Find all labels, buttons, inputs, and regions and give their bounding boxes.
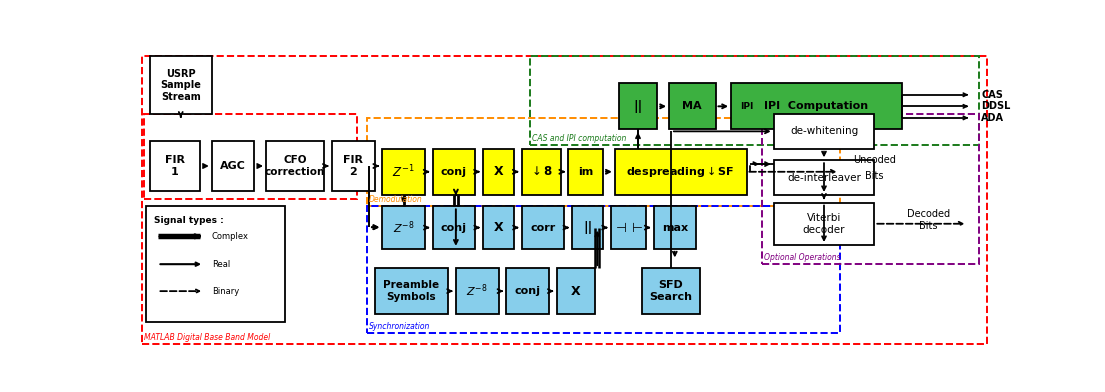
Text: $Z^{-8}$: $Z^{-8}$ — [466, 283, 488, 299]
Bar — [642, 268, 699, 314]
Text: conj: conj — [441, 167, 467, 177]
Bar — [557, 268, 596, 314]
Bar — [367, 207, 840, 334]
Text: Uncoded: Uncoded — [853, 155, 896, 165]
Bar — [619, 83, 657, 129]
Text: $Z^{-8}$: $Z^{-8}$ — [392, 219, 414, 236]
Text: despreading$\downarrow$SF: despreading$\downarrow$SF — [627, 164, 735, 179]
Text: Bits: Bits — [919, 221, 938, 230]
Text: Real: Real — [212, 260, 230, 269]
Bar — [456, 268, 498, 314]
Bar — [653, 207, 696, 249]
Text: FIR
1: FIR 1 — [165, 155, 185, 177]
Bar — [150, 141, 200, 191]
Bar — [483, 149, 514, 195]
Bar — [483, 207, 514, 249]
Text: ||: || — [633, 100, 643, 113]
Text: Preamble
Symbols: Preamble Symbols — [383, 280, 440, 302]
Bar — [382, 149, 425, 195]
Text: Signal types :: Signal types : — [154, 216, 223, 225]
Text: Bits: Bits — [865, 171, 884, 181]
Bar — [145, 114, 357, 199]
Text: IPI  Computation: IPI Computation — [765, 101, 869, 111]
Bar — [529, 56, 979, 145]
Bar — [433, 149, 475, 195]
Text: Viterbi
decoder: Viterbi decoder — [802, 213, 845, 234]
Text: ADA: ADA — [981, 113, 1004, 123]
Text: Binary: Binary — [212, 287, 239, 296]
Text: $\dashv\vdash$: $\dashv\vdash$ — [613, 221, 643, 234]
Text: Complex: Complex — [212, 232, 249, 241]
Text: IPI: IPI — [740, 102, 754, 111]
Bar — [774, 160, 874, 195]
Bar — [212, 141, 254, 191]
Bar — [150, 56, 212, 114]
Text: max: max — [662, 223, 688, 232]
Text: MATLAB Digital Base Band Model: MATLAB Digital Base Band Model — [145, 333, 271, 342]
Text: X: X — [571, 285, 581, 298]
Bar — [506, 268, 549, 314]
Text: SFD
Search: SFD Search — [650, 280, 693, 302]
Text: AGC: AGC — [220, 161, 246, 171]
Text: X: X — [494, 221, 503, 234]
Text: Optional Operations: Optional Operations — [765, 253, 841, 262]
Text: de-interleaver: de-interleaver — [787, 172, 861, 183]
Bar — [762, 114, 979, 264]
Text: $\downarrow$8: $\downarrow$8 — [529, 165, 554, 178]
Bar — [433, 207, 475, 249]
Text: X: X — [494, 165, 503, 178]
Bar — [146, 207, 285, 322]
Text: CAS: CAS — [981, 90, 1003, 100]
Bar — [774, 203, 874, 245]
Text: Decoded: Decoded — [907, 209, 950, 219]
Bar — [568, 149, 603, 195]
Bar — [332, 141, 375, 191]
Bar — [611, 207, 645, 249]
Bar — [732, 83, 902, 129]
Text: CFO
correction: CFO correction — [265, 155, 325, 177]
Text: $Z^{-1}$: $Z^{-1}$ — [392, 163, 414, 180]
Text: Demodulation: Demodulation — [369, 195, 423, 204]
Text: CAS and IPI computation: CAS and IPI computation — [532, 134, 627, 143]
Bar — [266, 141, 324, 191]
Bar — [774, 114, 874, 149]
Text: conj: conj — [515, 286, 540, 296]
Bar — [669, 83, 716, 129]
Bar — [572, 207, 603, 249]
Bar — [522, 207, 565, 249]
Bar — [367, 118, 840, 207]
Bar — [382, 207, 425, 249]
Text: de-whitening: de-whitening — [790, 126, 859, 136]
Text: FIR
2: FIR 2 — [344, 155, 364, 177]
Bar — [522, 149, 560, 195]
Text: im: im — [578, 167, 593, 177]
Bar — [375, 268, 449, 314]
Text: conj: conj — [441, 223, 467, 232]
Bar — [614, 149, 747, 195]
Text: Synchronization: Synchronization — [369, 322, 431, 331]
Text: ||: || — [583, 221, 592, 234]
Text: corr: corr — [530, 223, 556, 232]
Text: DDSL: DDSL — [981, 101, 1011, 111]
Text: USRP
Sample
Stream: USRP Sample Stream — [160, 69, 201, 102]
Text: MA: MA — [683, 101, 702, 111]
